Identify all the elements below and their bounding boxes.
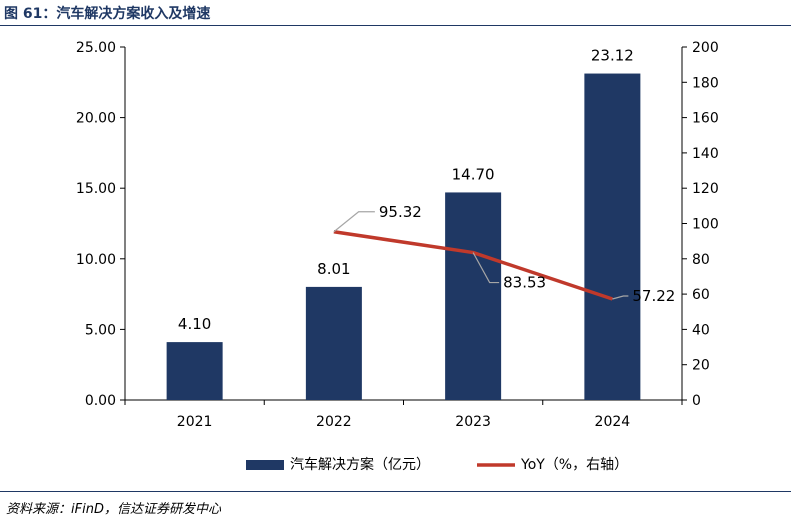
title-rule	[0, 25, 791, 26]
legend-bar-label: 汽车解决方案（亿元）	[290, 456, 430, 473]
right-tick-label: 160	[692, 111, 719, 127]
yoy-value-label: 57.22	[632, 287, 675, 305]
left-tick-label: 15.00	[76, 181, 116, 197]
bar-value-label: 23.12	[591, 47, 634, 65]
source-note: 资料来源：iFinD，信达证券研发中心	[6, 502, 221, 517]
source-rule	[0, 491, 791, 492]
left-tick-label: 5.00	[85, 322, 116, 338]
right-tick-label: 140	[692, 146, 719, 162]
yoy-leader-line	[472, 252, 500, 284]
right-tick-label: 60	[692, 287, 710, 303]
left-tick-label: 20.00	[76, 111, 116, 127]
yoy-value-label: 83.53	[503, 274, 546, 292]
right-tick-label: 0	[692, 393, 701, 409]
bar	[305, 286, 362, 400]
bar-value-label: 4.10	[178, 315, 211, 333]
right-tick-label: 180	[692, 75, 719, 91]
yoy-value-label: 95.32	[379, 203, 422, 221]
bar	[445, 192, 502, 400]
right-tick-label: 40	[692, 322, 710, 338]
left-tick-label: 10.00	[76, 252, 116, 268]
x-tick-label: 2021	[177, 414, 213, 430]
bar	[166, 342, 223, 400]
right-tick-label: 20	[692, 358, 710, 374]
bar-value-label: 14.70	[452, 165, 495, 183]
figure-title: 图 61：汽车解决方案收入及增速	[4, 6, 211, 22]
chart: 0.00 5.00 10.00 15.00 20.00 25.00 0 20 40 60 80 100…	[76, 40, 719, 473]
x-tick-label: 2022	[316, 414, 352, 430]
right-tick-label: 120	[692, 181, 719, 197]
right-tick-label: 200	[692, 40, 719, 56]
legend-bar-swatch	[246, 460, 284, 470]
bar-value-label: 8.01	[317, 260, 350, 278]
left-tick-label: 25.00	[76, 40, 116, 56]
yoy-leader-line	[333, 211, 375, 233]
bar	[584, 73, 641, 401]
right-tick-label: 100	[692, 217, 719, 233]
x-tick-label: 2024	[595, 414, 631, 430]
right-tick-label: 80	[692, 252, 710, 268]
left-tick-label: 0.00	[85, 393, 116, 409]
x-tick-label: 2023	[455, 414, 491, 430]
yoy-leader-line	[612, 295, 629, 300]
legend-line-label: YoY（%，右轴）	[520, 457, 628, 473]
